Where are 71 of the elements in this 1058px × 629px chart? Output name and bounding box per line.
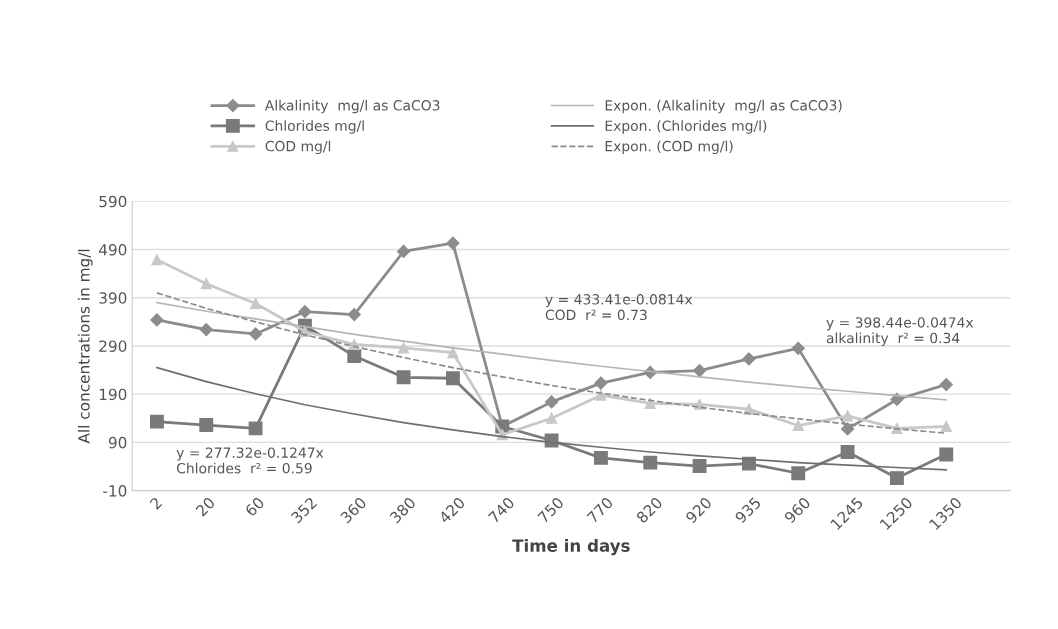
annotation: y = 433.41e-0.0814x COD r² = 0.73 [545,294,693,321]
y-tick-label: -10 [103,485,127,497]
x-tick-label: 380 [389,496,417,524]
point [889,471,904,486]
point [940,420,952,433]
x-tick-label: 360 [339,496,367,524]
point [791,341,805,355]
point [644,397,656,409]
point [396,370,411,385]
point [150,313,164,327]
y-tick-label: 590 [99,195,127,208]
point [742,352,756,366]
annotation: y = 398.44e-0.0474x alkalinity r² = 0.34 [826,317,974,346]
point [446,236,460,250]
point [692,459,707,473]
point [840,445,855,459]
point [546,412,558,424]
point [842,410,854,422]
legend-label: Expon. (Alkalinity mg/l as CaCO3) [605,99,842,114]
y-tick-label: 290 [99,340,127,352]
y-tick-label: 90 [108,436,127,449]
x-tick-label: 770 [586,496,614,524]
x-tick-label: 960 [783,496,811,524]
x-axis-title: Time in days [512,538,630,556]
y-tick-label: 490 [98,243,127,256]
point [396,244,411,259]
point [643,455,658,470]
x-tick-label: 60 [244,496,265,517]
point [298,305,312,319]
point [841,422,855,436]
legend-label: Expon. (COD mg/l) [605,140,733,155]
x-tick-label: 420 [438,496,466,524]
point [890,392,904,407]
point [595,389,607,401]
point [398,342,410,354]
point [248,327,263,341]
point [792,419,804,432]
point [692,363,707,378]
x-tick-label: 352 [290,496,318,524]
legend-label: Expon. (Chlorides mg/l) [605,120,767,134]
legend-label: Alkalinity mg/l as CaCO3 [264,99,440,114]
legend-label: COD mg/l [265,140,331,155]
point [939,377,953,392]
point [593,450,608,465]
x-tick-label: 740 [487,496,515,524]
point [199,418,214,432]
point [791,466,806,481]
point [445,371,460,386]
point [200,278,212,290]
y-tick-label: 390 [99,292,127,304]
point [151,254,163,266]
x-tick-label: 2 [149,496,163,510]
point [447,347,459,359]
point [939,447,954,462]
point [248,421,263,436]
y-axis-title: All concentrations in mg/l [77,249,93,444]
point [594,376,608,390]
y-tick-label: 190 [99,388,127,401]
point [250,297,262,310]
x-tick-label: 750 [537,496,565,524]
annotation: y = 277.32e-0.1247x Chlorides r² = 0.59 [176,447,324,474]
x-tick-label: 820 [635,496,663,524]
point [347,349,362,364]
point [544,395,559,409]
x-tick-label: 20 [195,496,216,517]
point [199,322,213,337]
legend-label: Chlorides mg/l [265,120,364,134]
point [741,456,756,471]
point [347,308,361,322]
x-tick-label: 920 [684,496,713,524]
point [149,414,164,429]
